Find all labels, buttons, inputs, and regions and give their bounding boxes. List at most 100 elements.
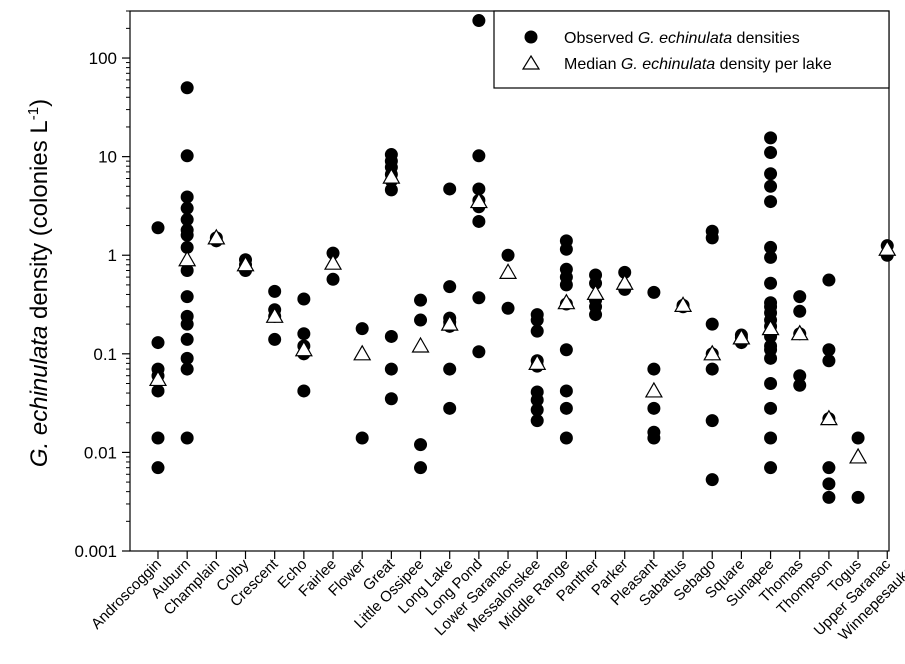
legend-observed-species: G. echinulata bbox=[638, 30, 732, 47]
observed-point bbox=[705, 231, 719, 245]
median-marker bbox=[819, 409, 838, 426]
observed-point bbox=[822, 490, 836, 504]
observed-point bbox=[297, 292, 311, 306]
observed-point bbox=[151, 384, 165, 398]
y-tick-label: 10 bbox=[98, 148, 117, 167]
observed-point bbox=[326, 246, 340, 260]
observed-point bbox=[180, 81, 194, 95]
observed-point bbox=[443, 280, 457, 294]
observed-point bbox=[501, 248, 515, 262]
y-axis-title: G. echinulata density (colonies L-1) bbox=[25, 99, 53, 467]
median-markers bbox=[148, 167, 897, 464]
observed-point bbox=[764, 250, 778, 264]
median-marker bbox=[323, 253, 343, 270]
observed-point bbox=[443, 401, 457, 415]
observed-point bbox=[851, 490, 865, 504]
observed-point bbox=[822, 273, 836, 287]
observed-point bbox=[705, 473, 719, 487]
observed-point bbox=[793, 290, 807, 304]
observed-point bbox=[180, 290, 194, 304]
observed-point bbox=[618, 265, 632, 279]
y-tick-label: 0.001 bbox=[74, 542, 117, 561]
observed-point bbox=[705, 414, 719, 428]
observed-point bbox=[384, 392, 398, 406]
observed-point bbox=[647, 431, 661, 445]
observed-point bbox=[472, 214, 486, 228]
median-marker bbox=[615, 274, 634, 290]
observed-point bbox=[414, 293, 428, 307]
observed-point bbox=[559, 242, 573, 256]
observed-point bbox=[764, 167, 778, 181]
median-marker bbox=[732, 328, 751, 345]
y-axis-title-unit: density (colonies L bbox=[26, 120, 53, 325]
median-marker bbox=[674, 296, 693, 312]
observed-point bbox=[472, 291, 486, 305]
median-marker bbox=[353, 344, 372, 361]
observed-point bbox=[530, 403, 544, 417]
y-tick-label: 0.01 bbox=[84, 443, 117, 462]
observed-point bbox=[180, 213, 194, 227]
y-axis: 0.001 0.01 0.1 1 10 100 bbox=[74, 10, 130, 561]
observed-point bbox=[297, 384, 311, 398]
median-marker bbox=[148, 370, 168, 387]
median-marker bbox=[878, 240, 897, 256]
x-axis: AndroscogginAuburnChamplainColbyCrescent… bbox=[88, 551, 905, 644]
y-tick-label: 100 bbox=[89, 49, 117, 68]
observed-point bbox=[793, 369, 807, 383]
median-marker bbox=[703, 344, 722, 361]
observed-point bbox=[764, 401, 778, 415]
observed-point bbox=[822, 343, 836, 357]
observed-point bbox=[822, 461, 836, 475]
observed-point bbox=[384, 183, 398, 197]
observed-point bbox=[472, 149, 486, 163]
median-marker bbox=[499, 263, 518, 279]
y-tick-label: 1 bbox=[108, 246, 117, 265]
observed-point bbox=[355, 431, 369, 445]
observed-point bbox=[180, 149, 194, 163]
observed-point bbox=[180, 201, 194, 215]
observed-point bbox=[705, 317, 719, 331]
observed-point bbox=[443, 362, 457, 376]
observed-point bbox=[180, 263, 194, 277]
observed-point bbox=[384, 362, 398, 376]
median-marker bbox=[440, 314, 459, 331]
observed-point bbox=[268, 284, 282, 298]
observed-point bbox=[414, 438, 428, 452]
median-marker bbox=[761, 319, 780, 336]
legend-median-species: G. echinulata bbox=[621, 56, 715, 73]
observed-point bbox=[764, 195, 778, 209]
observed-point bbox=[559, 401, 573, 415]
legend-median-prefix: Median bbox=[564, 56, 621, 73]
observed-point bbox=[793, 378, 807, 392]
observed-point bbox=[764, 146, 778, 160]
observed-point bbox=[180, 362, 194, 376]
median-marker bbox=[644, 381, 663, 398]
observed-point bbox=[559, 278, 573, 292]
median-marker bbox=[294, 340, 313, 357]
median-marker bbox=[178, 250, 197, 267]
observed-point bbox=[530, 324, 544, 338]
observed-point bbox=[151, 221, 165, 235]
legend: Observed G. echinulata densities Median … bbox=[493, 10, 890, 89]
observed-point bbox=[180, 332, 194, 346]
legend-median-suffix: density per lake bbox=[715, 56, 832, 73]
observed-point bbox=[501, 301, 515, 315]
observed-point bbox=[764, 376, 778, 390]
median-marker bbox=[411, 336, 430, 353]
observed-point bbox=[414, 313, 428, 327]
observed-point bbox=[764, 461, 778, 475]
observed-point bbox=[151, 461, 165, 475]
observed-point bbox=[764, 240, 778, 254]
median-marker bbox=[528, 354, 547, 370]
observed-point bbox=[180, 431, 194, 445]
observed-point bbox=[268, 332, 282, 346]
legend-median-marker bbox=[521, 54, 541, 70]
y-axis-title-close: ) bbox=[26, 99, 53, 107]
legend-observed-suffix: densities bbox=[732, 30, 800, 47]
observed-point bbox=[559, 343, 573, 357]
median-marker bbox=[557, 293, 576, 310]
median-marker bbox=[265, 307, 284, 323]
observed-point bbox=[822, 477, 836, 491]
observed-point bbox=[414, 461, 428, 475]
